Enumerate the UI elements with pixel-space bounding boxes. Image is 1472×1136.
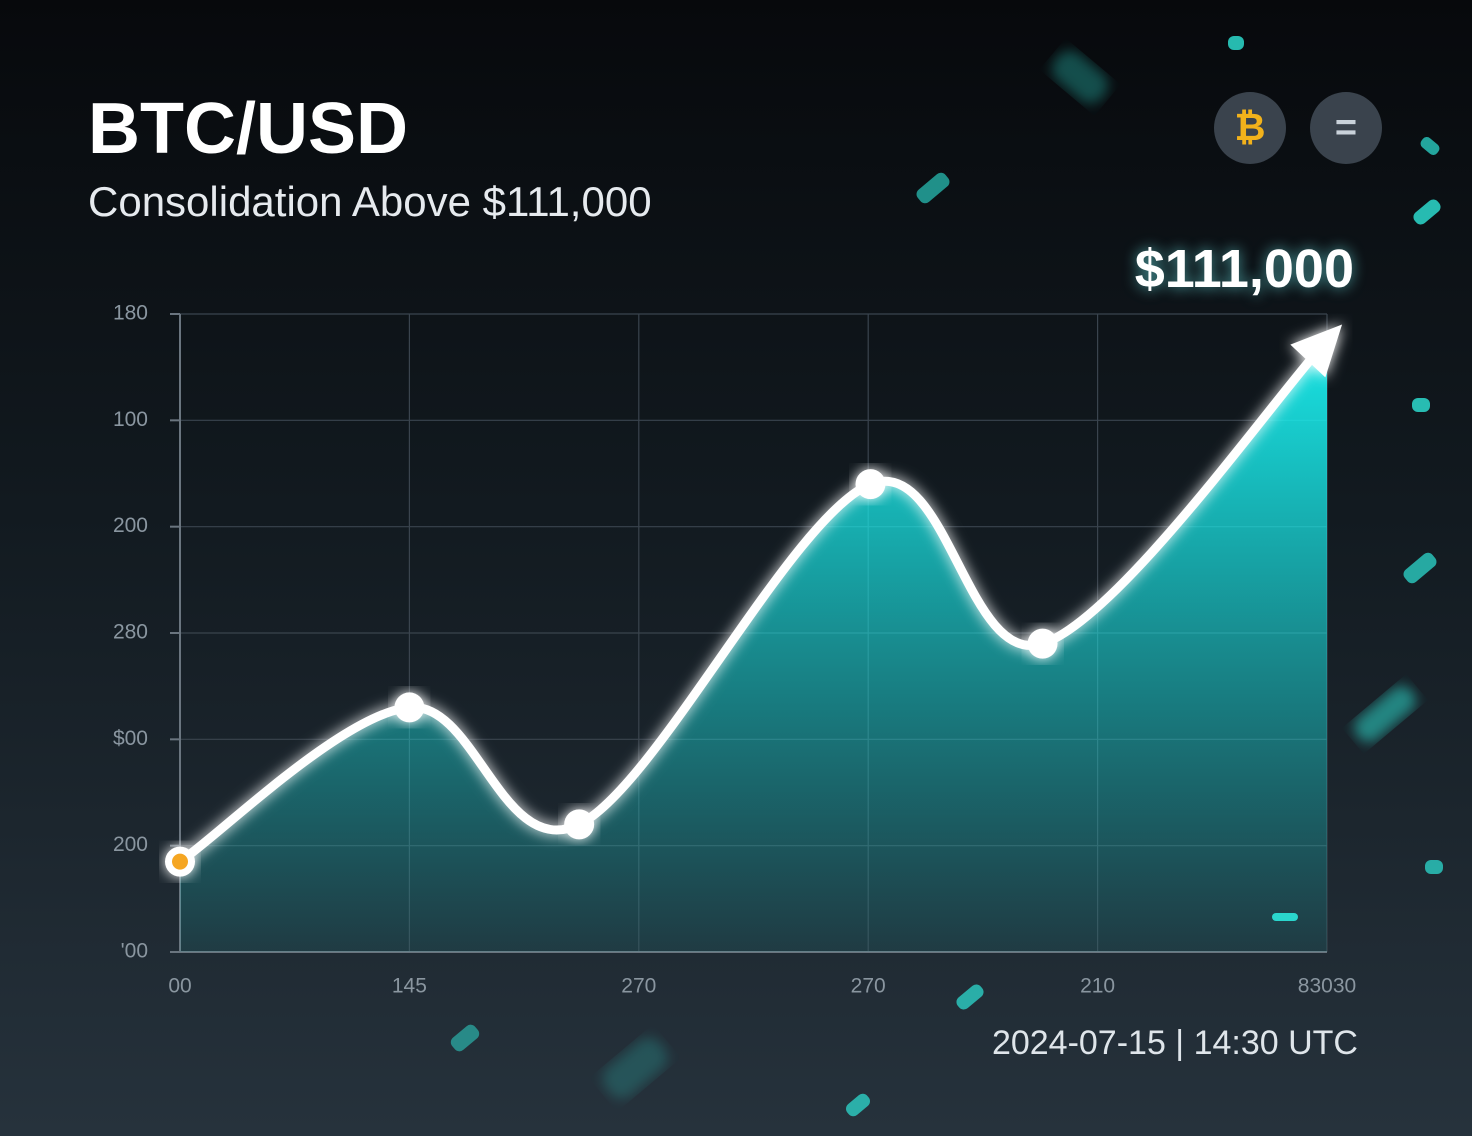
y-tick-label: '00 — [121, 940, 148, 963]
y-tick-label: 100 — [113, 408, 148, 431]
start-dot — [172, 853, 188, 870]
x-tick-label: 270 — [621, 975, 656, 998]
point-marker — [855, 469, 886, 500]
y-tick-label: 200 — [113, 833, 148, 856]
x-tick-label: 00 — [168, 975, 191, 998]
point-marker — [564, 809, 595, 840]
x-tick-label: 83030 — [1298, 975, 1356, 998]
y-tick-label: $00 — [113, 727, 148, 750]
chart-title: BTC/USD — [88, 89, 408, 169]
price-annotation: $111,000 — [1134, 239, 1354, 299]
x-tick-label: 145 — [392, 975, 427, 998]
y-tick-label: 280 — [113, 621, 148, 644]
x-tick-label: 210 — [1080, 975, 1115, 998]
timestamp: 2024-07-15 | 14:30 UTC — [991, 1024, 1358, 1062]
bitcoin-button[interactable]: ₿ — [1214, 92, 1286, 164]
y-tick-label: 180 — [113, 302, 148, 325]
point-marker — [394, 692, 425, 723]
x-tick-label: 270 — [851, 975, 886, 998]
y-tick-label: 200 — [113, 514, 148, 537]
chart-subtitle: Consolidation Above $111,000 — [88, 178, 652, 225]
point-marker — [1027, 628, 1058, 659]
arrow-head — [1290, 324, 1343, 378]
area-fill — [180, 340, 1327, 952]
menu-button[interactable]: = — [1310, 92, 1382, 164]
